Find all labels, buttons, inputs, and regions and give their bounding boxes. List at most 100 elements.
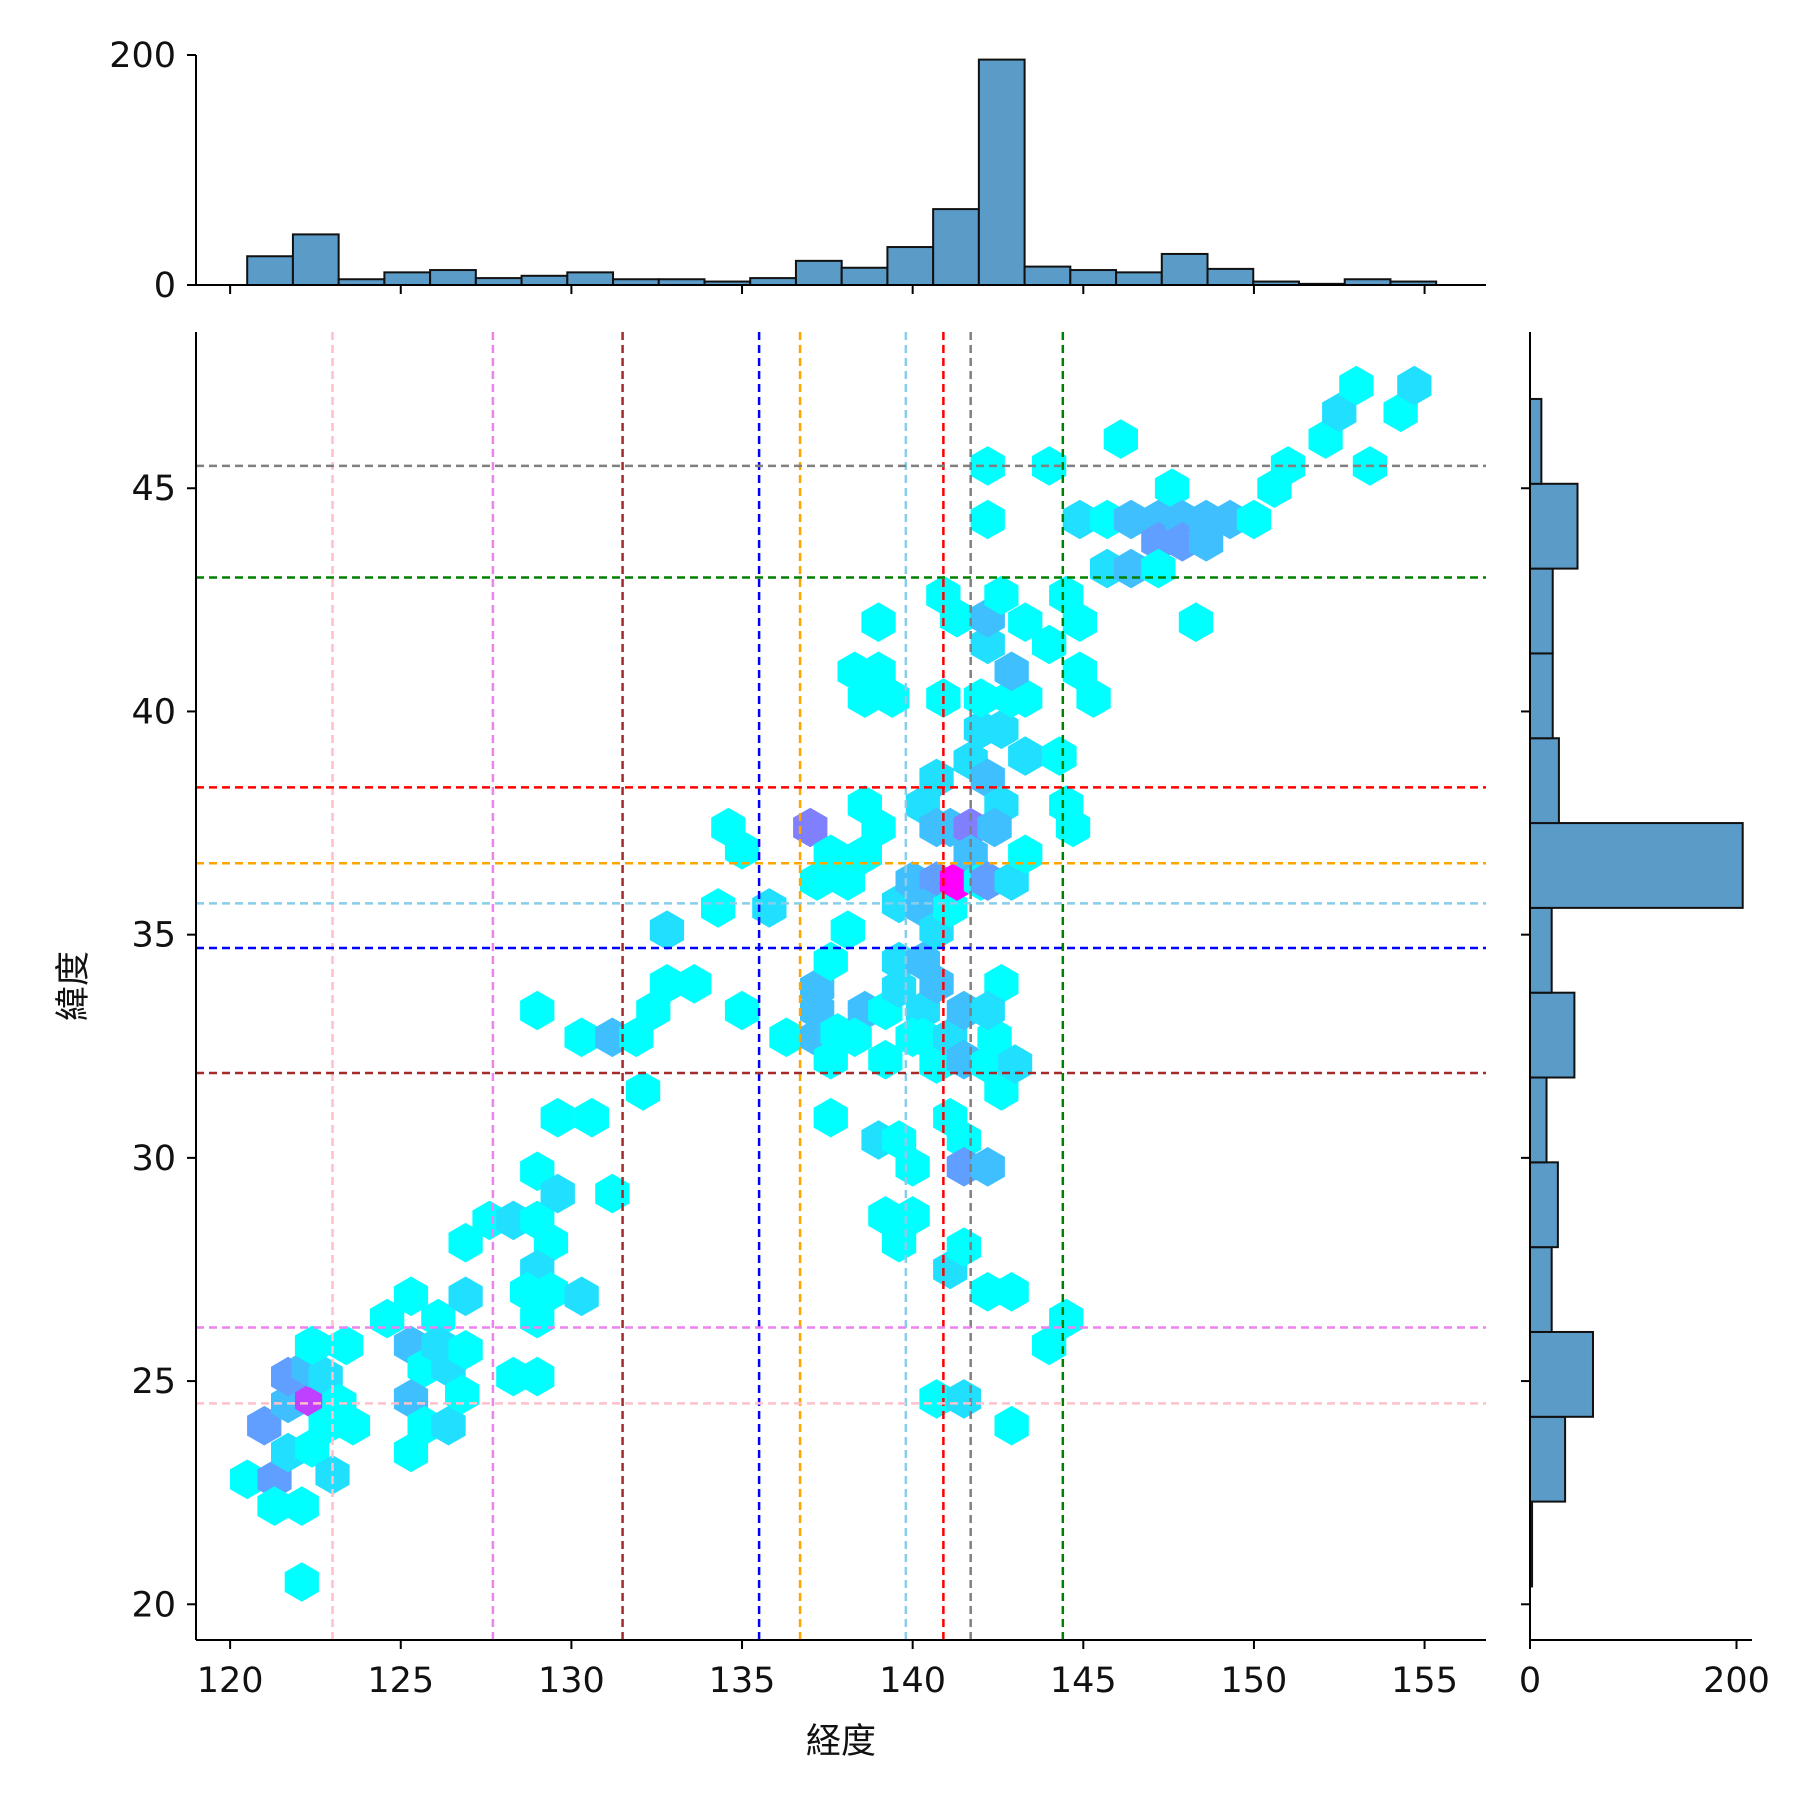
right-histogram-x-tick-label: 200 bbox=[1703, 1661, 1770, 1701]
y-tick-label: 35 bbox=[131, 916, 176, 956]
hex-cell bbox=[1062, 499, 1097, 540]
hex-cell bbox=[448, 1330, 483, 1370]
hex-cell bbox=[970, 990, 1005, 1031]
right-histogram-bar bbox=[1529, 1076, 1548, 1164]
hex-cell bbox=[1339, 365, 1374, 406]
right-histogram-bar bbox=[1529, 397, 1543, 485]
top-histogram-bar bbox=[932, 208, 980, 287]
hex-cell bbox=[540, 1173, 575, 1214]
top-histogram-bar bbox=[383, 271, 432, 287]
hex-cell bbox=[963, 678, 999, 718]
x-tick-label: 155 bbox=[1391, 1661, 1458, 1701]
hex-cell bbox=[1397, 365, 1432, 406]
hex-cell bbox=[769, 1017, 804, 1058]
right-histogram-bar bbox=[1529, 652, 1554, 740]
hex-cell bbox=[230, 1459, 265, 1500]
hex-cell bbox=[800, 861, 835, 901]
hex-cell bbox=[448, 1222, 483, 1263]
hex-cell bbox=[946, 1120, 981, 1160]
hex-cell bbox=[1008, 678, 1043, 718]
hex-cell bbox=[308, 1356, 343, 1397]
x-tick-label: 125 bbox=[367, 1661, 434, 1701]
y-tick-label: 30 bbox=[131, 1139, 176, 1179]
hex-cell bbox=[881, 968, 917, 1008]
hex-cell bbox=[1154, 468, 1190, 508]
hex-cell bbox=[939, 597, 975, 638]
hex-cell bbox=[393, 1432, 429, 1473]
hex-cell bbox=[1032, 446, 1067, 486]
x-axis-label: 経度 bbox=[806, 1722, 876, 1762]
hex-cell bbox=[830, 861, 865, 901]
hex-cell bbox=[520, 990, 555, 1031]
hex-cell bbox=[830, 910, 865, 950]
right-histogram-bar bbox=[1529, 1246, 1553, 1333]
hex-cell bbox=[284, 1486, 319, 1526]
hex-cell bbox=[984, 1071, 1019, 1111]
hex-cell bbox=[448, 1276, 483, 1317]
top-histogram-bar bbox=[566, 271, 615, 287]
hex-cell bbox=[564, 1276, 599, 1317]
hex-cell bbox=[533, 1272, 569, 1312]
hex-cell bbox=[946, 1227, 981, 1267]
right-histogram-bar bbox=[1529, 906, 1553, 994]
hex-cell bbox=[533, 1222, 569, 1263]
top-histogram-bar bbox=[840, 266, 889, 286]
right-histogram-bar bbox=[1529, 822, 1744, 909]
hex-cell bbox=[1322, 392, 1357, 433]
hex-cell bbox=[847, 678, 882, 718]
x-tick-label: 145 bbox=[1050, 1661, 1117, 1701]
hex-cell bbox=[564, 1017, 599, 1058]
top-histogram-bar bbox=[291, 233, 340, 286]
hex-cell bbox=[677, 964, 712, 1004]
hex-cell bbox=[1032, 624, 1067, 665]
top-histogram-y-tick-label: 200 bbox=[109, 36, 176, 76]
hex-cell bbox=[919, 964, 954, 1004]
hex-cell bbox=[895, 1147, 930, 1187]
hex-cell bbox=[1236, 499, 1272, 540]
y-tick-label: 40 bbox=[131, 692, 176, 732]
hex-cell bbox=[861, 651, 896, 692]
hex-cell bbox=[1103, 419, 1138, 459]
top-histogram-bar bbox=[749, 277, 797, 287]
hex-cell bbox=[1049, 575, 1084, 616]
hex-cell bbox=[970, 1147, 1005, 1187]
hex-cell bbox=[970, 624, 1005, 665]
hex-cell bbox=[994, 1405, 1029, 1446]
hex-cell bbox=[1141, 548, 1176, 589]
hex-cell bbox=[1032, 1325, 1067, 1366]
hexbin-layer bbox=[230, 365, 1432, 1602]
x-tick-label: 140 bbox=[879, 1661, 946, 1701]
hex-cell bbox=[431, 1405, 466, 1446]
hex-cell bbox=[793, 807, 828, 848]
hex-cell bbox=[977, 807, 1012, 848]
hex-cell bbox=[595, 1173, 630, 1214]
hex-cell bbox=[329, 1325, 364, 1366]
hex-cell bbox=[1062, 602, 1097, 642]
hex-cell bbox=[875, 678, 910, 718]
hex-cell bbox=[994, 861, 1029, 901]
hex-cell bbox=[813, 1097, 848, 1138]
hex-cell bbox=[895, 1017, 930, 1058]
hex-cell bbox=[1383, 392, 1418, 433]
hex-cell bbox=[881, 1222, 917, 1263]
hex-cell bbox=[1076, 678, 1111, 718]
x-tick-label: 150 bbox=[1221, 1661, 1288, 1701]
top-histogram-bar bbox=[474, 277, 523, 287]
hex-cell bbox=[1008, 736, 1043, 776]
top-histogram-bar bbox=[977, 58, 1026, 286]
reference-lines bbox=[196, 332, 1486, 1640]
top-histogram-bar bbox=[1069, 269, 1118, 286]
right-histogram: 0 200 bbox=[1519, 332, 1770, 1701]
top-histogram-bar bbox=[520, 274, 569, 286]
right-histogram-bar bbox=[1529, 567, 1554, 655]
top-histogram-bar bbox=[1160, 252, 1209, 286]
top-histogram-bar bbox=[886, 246, 935, 287]
hex-cell bbox=[257, 1459, 292, 1500]
right-histogram-bar bbox=[1529, 1415, 1567, 1503]
y-axis-label: 緯度 bbox=[54, 951, 94, 1021]
main-axes: 120 125 130 135 140 145 150 155 20 25 30 35 40 45 bbox=[131, 332, 1486, 1701]
hex-cell bbox=[257, 1486, 292, 1526]
hex-cell bbox=[649, 910, 685, 950]
hex-cell bbox=[1113, 499, 1149, 540]
